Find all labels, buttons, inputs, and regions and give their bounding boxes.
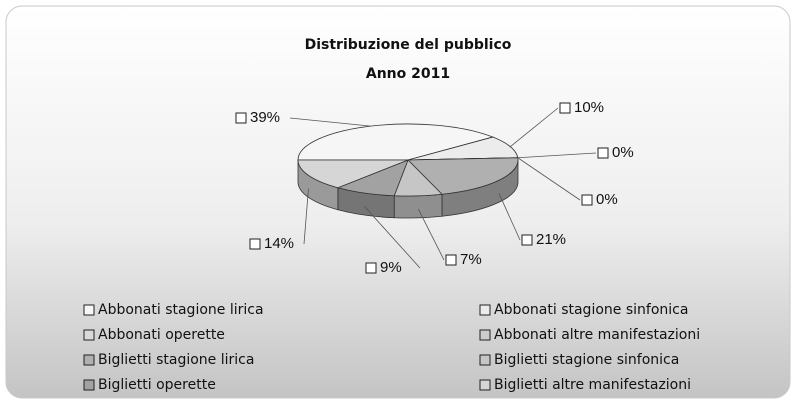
label-key xyxy=(597,147,609,159)
label-key xyxy=(365,262,377,274)
label-key xyxy=(249,238,261,250)
legend-label: Abbonati operette xyxy=(98,327,225,343)
legend-label: Biglietti altre manifestazioni xyxy=(494,377,691,393)
label-key xyxy=(445,254,457,266)
legend-label: Abbonati altre manifestazioni xyxy=(494,327,700,343)
label-key xyxy=(559,102,571,114)
label-key xyxy=(521,234,533,246)
chart-subtitle: Anno 2011 xyxy=(366,66,450,82)
data-label: 14% xyxy=(264,235,294,252)
pie-slice xyxy=(297,159,409,189)
legend-key xyxy=(479,329,491,341)
legend-label: Biglietti stagione lirica xyxy=(98,352,254,368)
legend-key xyxy=(83,329,95,341)
legend-label: Biglietti stagione sinfonica xyxy=(494,352,679,368)
data-label: 21% xyxy=(536,231,566,248)
leader-line xyxy=(510,107,559,148)
legend-label: Biglietti operette xyxy=(98,377,216,393)
leader-line xyxy=(303,188,309,245)
legend-key xyxy=(479,354,491,366)
data-label: 39% xyxy=(250,109,280,126)
data-label: 10% xyxy=(574,99,604,116)
legend-label: Abbonati stagione lirica xyxy=(98,302,264,318)
chart-title: Distribuzione del pubblico xyxy=(305,37,512,53)
legend-label: Abbonati stagione sinfonica xyxy=(494,302,688,318)
legend-key xyxy=(83,379,95,391)
legend-key xyxy=(83,354,95,366)
leader-line xyxy=(517,152,597,159)
label-key xyxy=(235,112,247,124)
leader-line xyxy=(289,117,371,127)
pie-slice xyxy=(407,157,519,195)
leader-line xyxy=(498,193,521,241)
label-key xyxy=(581,194,593,206)
pie-slice xyxy=(297,123,495,161)
legend-key xyxy=(83,304,95,316)
data-label: 7% xyxy=(460,251,482,268)
leader-line xyxy=(364,205,421,269)
data-label: 0% xyxy=(596,191,618,208)
legend-key xyxy=(479,379,491,391)
data-label: 9% xyxy=(380,259,402,276)
data-label: 0% xyxy=(612,144,634,161)
legend-key xyxy=(479,304,491,316)
leader-line xyxy=(417,208,445,261)
leader-line xyxy=(517,157,581,201)
pie-slice-side xyxy=(393,193,443,219)
